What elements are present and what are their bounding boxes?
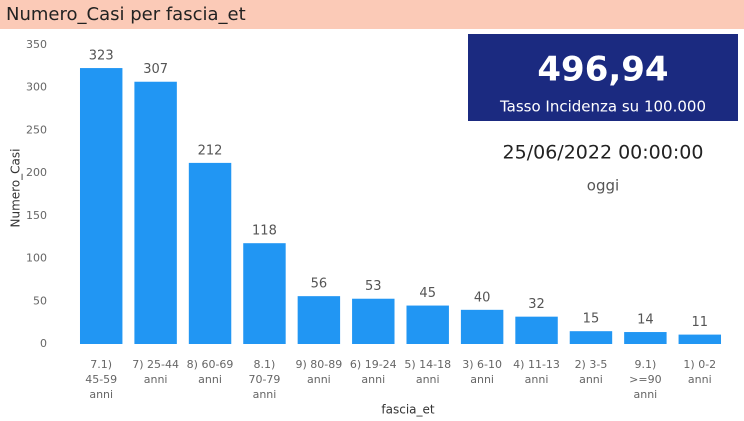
x-tick-label: anni — [361, 373, 385, 386]
x-tick-label: anni — [470, 373, 494, 386]
bar — [188, 162, 232, 344]
x-tick-label: anni — [525, 373, 549, 386]
bar — [297, 296, 341, 344]
x-tick-label: anni — [144, 373, 168, 386]
date-value: 25/06/2022 00:00:00 — [503, 142, 704, 164]
data-label: 14 — [637, 313, 654, 328]
x-tick-label: 6) 19-24 — [350, 358, 397, 371]
x-tick-label: 5) 14-18 — [404, 358, 451, 371]
bar — [515, 316, 558, 344]
bar — [79, 68, 123, 345]
x-tick-label: 9.1) — [634, 358, 656, 371]
x-tick-label: 9) 80-89 — [296, 358, 343, 371]
data-label: 11 — [692, 315, 709, 330]
y-tick-label: 100 — [26, 252, 47, 265]
y-axis-label: Numero_Casi — [9, 149, 23, 228]
bar — [569, 331, 613, 344]
title-bar — [0, 0, 744, 29]
bar — [352, 298, 395, 344]
data-label: 40 — [474, 290, 491, 305]
x-tick-label: >=90 — [629, 373, 661, 386]
x-tick-label: 70-79 — [248, 373, 280, 386]
x-tick-label: 3) 6-10 — [462, 358, 502, 371]
x-tick-label: 2) 3-5 — [575, 358, 608, 371]
x-tick-label: 45-59 — [85, 373, 117, 386]
chart-title: Numero_Casi per fascia_et — [6, 4, 246, 25]
data-label: 118 — [252, 224, 277, 239]
data-label: 32 — [528, 297, 545, 312]
x-tick-label: anni — [89, 388, 113, 401]
kpi-caption: Tasso Incidenza su 100.000 — [499, 98, 706, 116]
bar — [624, 332, 667, 344]
y-tick-label: 150 — [26, 209, 47, 222]
data-label: 212 — [198, 143, 223, 158]
data-label: 56 — [311, 277, 328, 292]
y-tick-label: 250 — [26, 123, 47, 136]
y-tick-label: 350 — [26, 38, 47, 51]
data-label: 307 — [143, 62, 168, 77]
data-label: 15 — [583, 312, 600, 327]
x-tick-label: anni — [416, 373, 440, 386]
x-tick-label: 8) 60-69 — [187, 358, 234, 371]
y-tick-label: 200 — [26, 166, 47, 179]
x-axis-label: fascia_et — [381, 403, 434, 417]
x-tick-label: anni — [253, 388, 277, 401]
x-tick-label: 1) 0-2 — [683, 358, 716, 371]
x-tick-label: 4) 11-13 — [513, 358, 560, 371]
bar — [406, 305, 449, 344]
x-tick-label: anni — [198, 373, 222, 386]
date-caption: oggi — [587, 177, 619, 195]
y-tick-label: 300 — [26, 81, 47, 94]
kpi-value: 496,94 — [537, 50, 668, 90]
x-tick-label: 7.1) — [90, 358, 112, 371]
x-tick-label: 7) 25-44 — [132, 358, 179, 371]
bar — [134, 81, 177, 344]
y-tick-label: 50 — [33, 294, 47, 307]
bar — [678, 334, 722, 344]
data-label: 53 — [365, 279, 382, 294]
data-label: 323 — [89, 49, 114, 64]
y-tick-label: 0 — [40, 337, 47, 350]
x-tick-label: anni — [579, 373, 603, 386]
data-label: 45 — [419, 286, 436, 301]
x-tick-label: anni — [307, 373, 331, 386]
x-tick-label: anni — [634, 388, 658, 401]
bar — [243, 243, 286, 344]
x-tick-label: anni — [688, 373, 712, 386]
x-tick-label: 8.1) — [254, 358, 276, 371]
kpi-card — [468, 34, 738, 121]
bar — [460, 309, 504, 344]
